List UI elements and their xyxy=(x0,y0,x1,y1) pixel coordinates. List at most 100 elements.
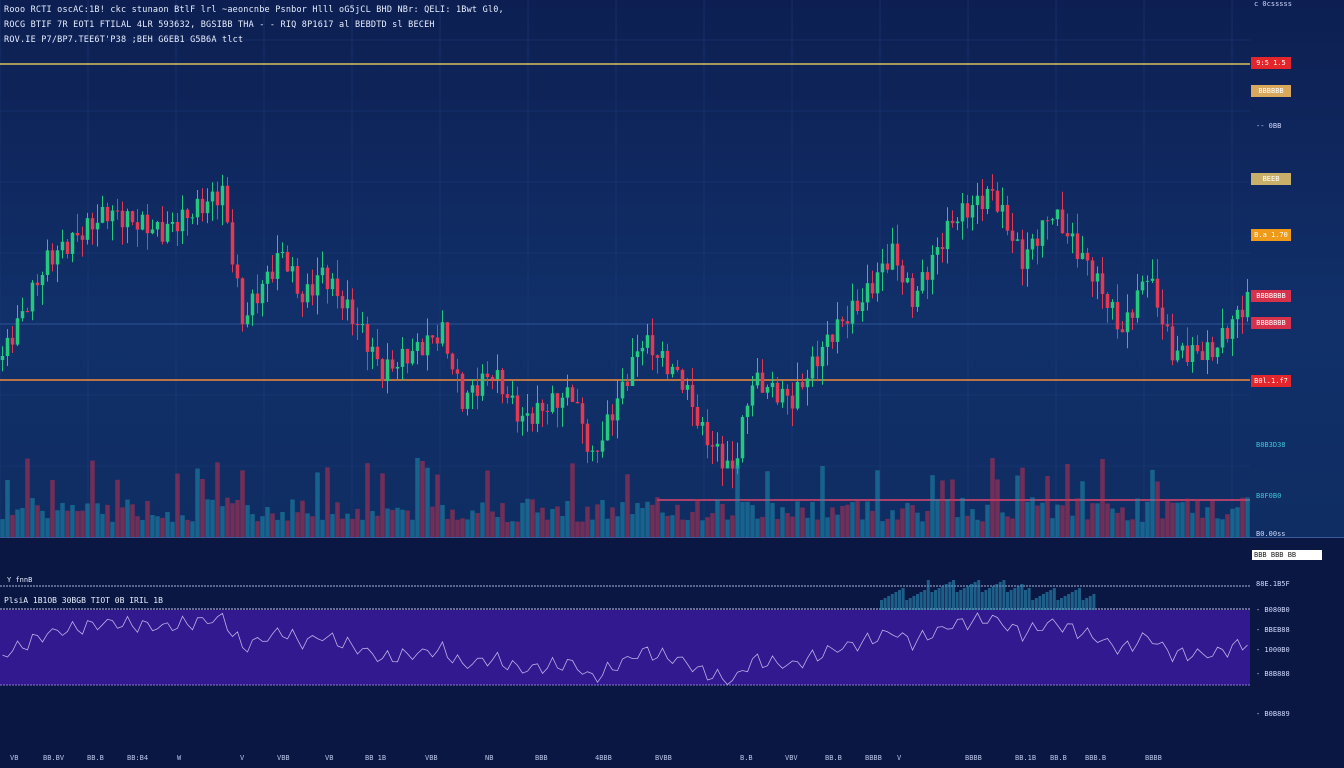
candle-body xyxy=(760,372,765,393)
candle-body xyxy=(215,191,220,206)
candle-body xyxy=(950,220,955,224)
volume-bar xyxy=(60,503,65,537)
candle-body xyxy=(510,395,515,398)
candle-body xyxy=(1140,281,1145,291)
candle-body xyxy=(1195,345,1200,352)
candle-body xyxy=(40,275,45,286)
candle xyxy=(280,242,285,259)
candle xyxy=(90,212,95,245)
candle xyxy=(5,329,10,367)
volume-bar xyxy=(350,518,355,537)
candle-body xyxy=(170,222,175,224)
time-axis-label: B.B xyxy=(740,754,753,762)
volume-bar xyxy=(1120,507,1125,537)
volume-bar xyxy=(860,519,865,537)
candle-body xyxy=(905,278,910,283)
volume-bar xyxy=(785,513,790,537)
volume-bar xyxy=(80,510,85,537)
price-axis-top: c 0csssss xyxy=(1254,0,1292,8)
volume-bar xyxy=(90,460,95,537)
volume-bar xyxy=(615,516,620,537)
candle xyxy=(1100,257,1105,309)
candle xyxy=(815,340,820,381)
candle xyxy=(1065,213,1070,244)
candle xyxy=(1145,275,1150,298)
candle-body xyxy=(1215,347,1220,358)
candle xyxy=(1020,229,1025,286)
candle xyxy=(350,288,355,336)
volume-bar xyxy=(635,502,640,537)
time-axis-label: BB:B4 xyxy=(127,754,149,762)
volume-bar xyxy=(1015,475,1020,537)
candle-body xyxy=(660,350,665,358)
candle-body xyxy=(390,359,395,369)
volume-bar xyxy=(735,465,740,537)
candle-body xyxy=(595,450,600,452)
candle xyxy=(230,209,235,273)
volume-bar xyxy=(1140,521,1145,537)
candle xyxy=(70,231,75,263)
time-axis-label: VBB xyxy=(277,754,290,762)
indicator-settings[interactable]: PlsiA 1B1OB 30BGB TIOT 0B IRIL 1B xyxy=(4,596,163,605)
candle-body xyxy=(710,445,715,447)
candle xyxy=(920,259,925,294)
candle xyxy=(140,211,145,231)
candle-body xyxy=(355,324,360,326)
volume-bar xyxy=(5,480,10,537)
candle-body xyxy=(80,235,85,240)
candle xyxy=(220,174,225,226)
candle xyxy=(95,204,100,247)
candle xyxy=(640,340,645,366)
volume-bar xyxy=(1005,516,1010,537)
candle xyxy=(845,305,850,339)
volume-bar xyxy=(575,521,580,537)
candle-body xyxy=(675,366,680,371)
volume-bar xyxy=(700,520,705,537)
volume-bar xyxy=(570,463,575,537)
candle-body xyxy=(700,422,705,426)
time-axis-label: BB 1B xyxy=(365,754,387,762)
candle-body xyxy=(565,387,570,398)
candle xyxy=(80,226,85,257)
candle xyxy=(620,368,625,405)
candle-body xyxy=(835,319,840,342)
candlestick-chart xyxy=(0,0,1250,537)
indicator-pane[interactable] xyxy=(0,538,1344,768)
candle-body xyxy=(0,356,5,360)
candle-body xyxy=(740,417,745,459)
candle-body xyxy=(465,392,470,409)
candle xyxy=(15,305,20,347)
candle xyxy=(710,430,715,465)
volume-bar xyxy=(1230,508,1235,537)
indicator-label: 88E.1B5F xyxy=(1256,580,1290,588)
volume-bar xyxy=(895,519,900,537)
candle xyxy=(385,343,390,394)
volume-bar xyxy=(525,498,530,537)
price-pane[interactable] xyxy=(0,0,1344,537)
volume-bar xyxy=(365,463,370,537)
candle xyxy=(195,190,200,225)
candle xyxy=(745,403,750,434)
candle xyxy=(630,338,635,387)
candle-body xyxy=(90,218,95,230)
price-tag: BBBBBBB xyxy=(1251,290,1291,302)
candle-body xyxy=(150,229,155,234)
candle-body xyxy=(865,283,870,303)
volume-bar xyxy=(815,519,820,537)
time-axis-label: V xyxy=(240,754,245,762)
candle xyxy=(340,290,345,320)
candle-body xyxy=(295,266,300,294)
volume-bar xyxy=(40,510,45,537)
candle-body xyxy=(720,443,725,469)
volume-bar xyxy=(985,504,990,537)
candle-body xyxy=(1240,309,1245,318)
volume-bar xyxy=(740,502,745,537)
candle-body xyxy=(1160,307,1165,325)
volume-bar xyxy=(710,513,715,537)
candle-body xyxy=(1220,328,1225,348)
volume-bar xyxy=(835,514,840,537)
candle-body xyxy=(420,341,425,356)
candle-body xyxy=(555,393,560,408)
volume-bar xyxy=(205,499,210,537)
candle xyxy=(790,382,795,427)
